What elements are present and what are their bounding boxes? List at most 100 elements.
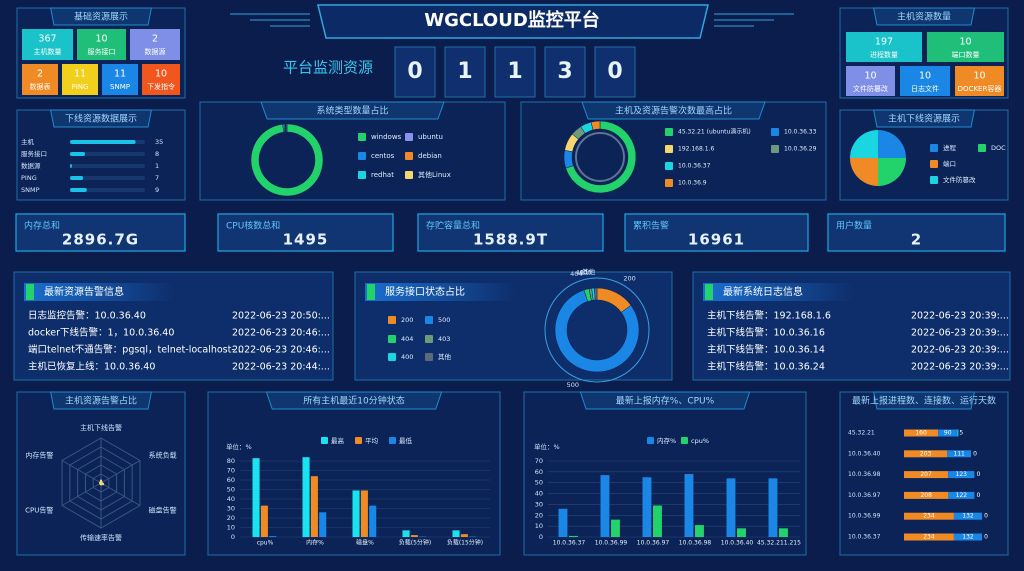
bar-label: 160 bbox=[915, 430, 927, 437]
tile bbox=[102, 64, 138, 95]
tile-value: 2 bbox=[37, 69, 43, 80]
y-tick-label: 50 bbox=[227, 486, 235, 494]
panel-title: 所有主机最近10分钟状态 bbox=[303, 395, 404, 407]
row-label: 主机 bbox=[21, 137, 35, 146]
legend-swatch bbox=[665, 128, 673, 136]
tile-label: 进程数量 bbox=[870, 50, 898, 59]
stat-box bbox=[417, 213, 604, 252]
x-tick-label: 10.0.36.98 bbox=[679, 540, 712, 547]
panel-title: 基础资源展示 bbox=[74, 11, 128, 23]
y-tick-label: 30 bbox=[535, 500, 543, 508]
bar bbox=[70, 152, 85, 156]
bar-segment bbox=[904, 491, 949, 499]
panel-title: 主机下线资源展示 bbox=[888, 113, 960, 125]
bar bbox=[70, 176, 84, 180]
panel-title: 服务接口状态占比 bbox=[385, 285, 465, 298]
tile-value: 10 bbox=[959, 37, 971, 48]
bar bbox=[310, 476, 318, 537]
legend-label: DOC bbox=[991, 144, 1006, 152]
legend-label: 进程 bbox=[943, 143, 957, 152]
slice bbox=[286, 123, 288, 133]
stat-label: 存贮容量总和 bbox=[426, 220, 480, 232]
y-tick-label: 70 bbox=[227, 467, 235, 475]
panel-tab bbox=[49, 109, 153, 128]
legend-label: cpu% bbox=[691, 437, 709, 445]
stat-label: 内存总和 bbox=[24, 220, 60, 232]
legend-swatch bbox=[647, 437, 654, 444]
monitor-digit: 3 bbox=[557, 59, 572, 84]
legend-label: redhat bbox=[371, 171, 394, 179]
y-tick-label: 60 bbox=[535, 468, 543, 476]
tile-label: 下发指令 bbox=[147, 82, 175, 91]
bar-label: 0 bbox=[976, 471, 980, 478]
bar-segment bbox=[904, 512, 954, 520]
bar bbox=[779, 528, 788, 537]
bar bbox=[360, 490, 368, 537]
tile-value: 10 bbox=[919, 71, 931, 82]
monitor-digit: 0 bbox=[407, 59, 422, 84]
radar-label: 传输速率告警 bbox=[80, 533, 122, 542]
y-tick-label: 70 bbox=[535, 457, 543, 465]
row-label: 数据源 bbox=[21, 161, 41, 170]
slice bbox=[878, 130, 906, 158]
tile-label: DOCKER容器 bbox=[958, 84, 1002, 93]
bar bbox=[684, 474, 694, 537]
legend-swatch bbox=[358, 133, 366, 141]
panel-tab bbox=[872, 7, 976, 26]
y-tick-label: 0 bbox=[539, 533, 543, 541]
slice bbox=[563, 149, 574, 169]
bar-label: 234 bbox=[923, 534, 935, 541]
panel-title: 最新上报内存%、CPU% bbox=[616, 395, 715, 407]
legend-swatch bbox=[388, 316, 396, 324]
stat-label: 累积告警 bbox=[633, 220, 669, 232]
row-value: 7 bbox=[155, 174, 159, 182]
panel-title-bar bbox=[703, 283, 853, 301]
legend-swatch bbox=[930, 176, 938, 184]
list-time: 2022-06-23 20:39:... bbox=[911, 311, 1009, 322]
bar bbox=[269, 536, 277, 537]
slice-label: 403 bbox=[576, 269, 588, 277]
radar-axis bbox=[100, 460, 141, 484]
bar-label: 0 bbox=[984, 513, 988, 520]
list-text: 主机下线告警：192.168.1.6 bbox=[707, 310, 831, 322]
header-decor bbox=[230, 4, 794, 39]
panel-title: 最新资源告警信息 bbox=[44, 285, 124, 298]
panel-tab bbox=[872, 109, 976, 128]
tile bbox=[900, 66, 950, 96]
list-text: docker下线告警：1，10.0.36.40 bbox=[28, 327, 174, 339]
panel-title: 下线资源数据展示 bbox=[65, 113, 137, 125]
bar-segment bbox=[904, 429, 939, 437]
tile-value: 197 bbox=[875, 37, 893, 48]
panel-title-bar bbox=[24, 283, 174, 301]
unit-label: 单位：% bbox=[534, 442, 560, 451]
tile bbox=[927, 32, 1004, 62]
digit-box bbox=[594, 46, 636, 98]
radar-point bbox=[99, 479, 103, 482]
tile bbox=[955, 66, 1004, 96]
stat-value: 2896.7G bbox=[62, 231, 139, 249]
bar-label: 123 bbox=[956, 471, 968, 478]
legend-swatch bbox=[665, 145, 673, 153]
bar-label: 0 bbox=[984, 534, 988, 541]
legend-label: 最高 bbox=[331, 436, 345, 445]
legend-swatch bbox=[405, 152, 413, 160]
x-tick-label: 负载(5分钟) bbox=[399, 539, 432, 547]
legend-label: 200 bbox=[401, 316, 413, 324]
row-label: 45.32.21 bbox=[848, 430, 875, 437]
panel-tab bbox=[49, 391, 153, 410]
bar bbox=[726, 478, 736, 537]
tile-value: 2 bbox=[152, 34, 158, 45]
legend-swatch bbox=[425, 335, 433, 343]
list-time: 2022-06-23 20:39:... bbox=[911, 345, 1009, 356]
panel-tab bbox=[872, 391, 976, 410]
x-tick-label: 内存% bbox=[306, 539, 324, 547]
bar-segment bbox=[948, 471, 975, 479]
bar-label: 234 bbox=[923, 513, 935, 520]
bar-segment bbox=[947, 450, 971, 458]
donut-ring bbox=[544, 277, 650, 383]
x-tick-label: 45.32.211.215 bbox=[757, 540, 801, 547]
bar bbox=[402, 530, 410, 537]
tile bbox=[142, 64, 180, 95]
legend-label: 最低 bbox=[399, 436, 413, 445]
radar-label: 主机下线告警 bbox=[80, 423, 122, 432]
